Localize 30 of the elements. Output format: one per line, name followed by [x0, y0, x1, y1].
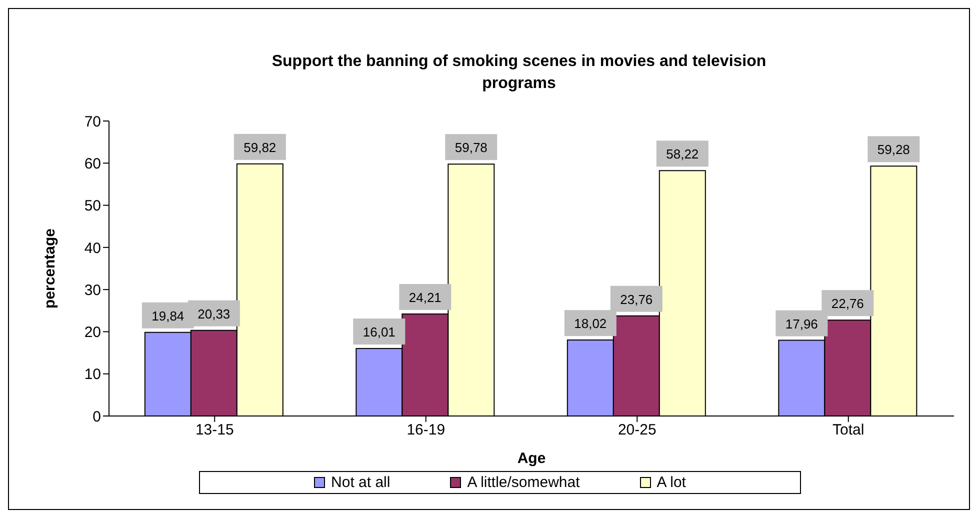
data-label: 18,02 [574, 316, 607, 332]
y-tick-label: 60 [84, 155, 101, 172]
x-tick-label: 13-15 [195, 422, 234, 439]
legend-label: A little/somewhat [467, 474, 580, 491]
y-tick-label: 40 [84, 240, 101, 257]
data-label: 16,01 [362, 324, 396, 340]
chart-title: Support the banning of smoking scenes in movies and television programs [270, 52, 768, 94]
data-label: 59,82 [244, 140, 276, 155]
data-label: 19,84 [152, 308, 184, 324]
data-label: 23,76 [620, 292, 653, 307]
y-tick-label: 70 [84, 113, 101, 130]
data-label: 59,28 [877, 142, 910, 158]
legend-label: Not at all [331, 474, 390, 491]
x-axis-title: Age [517, 450, 546, 467]
y-tick-label: 10 [84, 366, 101, 384]
x-tick-label: Total [832, 422, 864, 439]
y-tick-label: 30 [84, 282, 101, 299]
legend-label: A lot [656, 474, 686, 491]
data-label: 24,21 [408, 290, 442, 305]
y-axis-title: percentage [41, 228, 58, 309]
data-label: 59,78 [454, 140, 488, 156]
data-label: 58,22 [666, 146, 699, 162]
y-tick-label: 20 [84, 324, 101, 342]
data-label: 20,33 [198, 306, 230, 322]
y-tick-label: 50 [84, 198, 101, 215]
y-tick-label: 0 [92, 408, 101, 426]
data-label: 22,76 [831, 296, 864, 312]
x-tick-label: 16-19 [406, 422, 446, 439]
data-label: 17,96 [785, 316, 818, 332]
x-tick-label: 20-25 [618, 422, 656, 439]
